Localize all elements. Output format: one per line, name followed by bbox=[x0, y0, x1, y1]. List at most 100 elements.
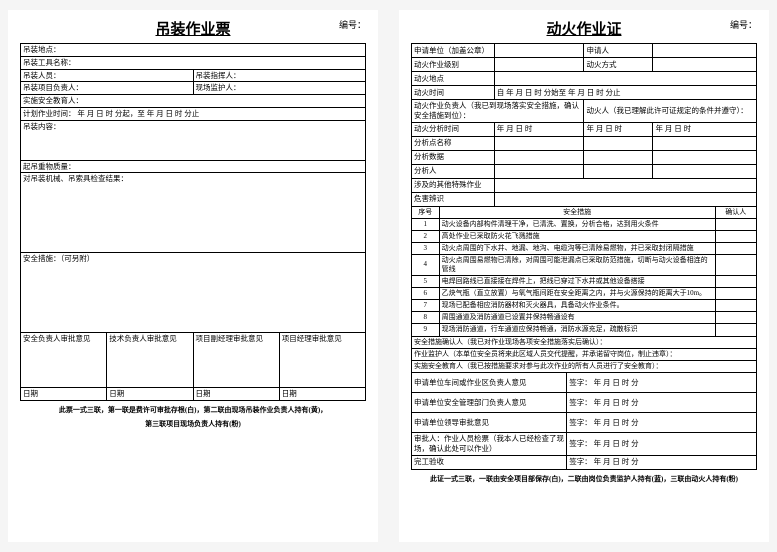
row-schedule: 计划作业时间： 年 月 日 时 分起，至 年 月 日 时 分止 bbox=[21, 107, 366, 120]
r-verifier: 审批人：作业人员检票（我本人已经检查了现场，确认此处可以作业） bbox=[412, 433, 567, 456]
r-educator: 实施安全教育人（我已按措施要求对参与此次作业的所有人员进行了安全教育）： bbox=[412, 360, 757, 372]
r-analyst: 分析人 bbox=[412, 164, 495, 178]
m8-n: 8 bbox=[412, 312, 440, 324]
r-at-1: 年 月 日 时 bbox=[494, 122, 584, 136]
m3-n: 3 bbox=[412, 242, 440, 254]
left-footer-1: 此票一式三联，第一联是费许可审批存根(白)，第二联由现场吊装作业负责人持有(黄)… bbox=[20, 405, 366, 415]
m2-n: 2 bbox=[412, 230, 440, 242]
row-personnel: 吊装人员： bbox=[21, 69, 194, 82]
row-location: 吊装地点： bbox=[21, 44, 366, 57]
r-at-2: 年 月 日 时 bbox=[584, 122, 653, 136]
r-applicant: 申请人 bbox=[584, 44, 653, 58]
approval-1: 安全负责人审批意见 bbox=[21, 333, 107, 388]
m4-n: 4 bbox=[412, 254, 440, 275]
approval-table: 申请单位车间或作业区负责人意见 签字： 年 月 日 时 分 申请单位安全管理部门… bbox=[411, 373, 757, 470]
m9-n: 9 bbox=[412, 324, 440, 336]
m4-c bbox=[715, 254, 756, 275]
right-title: 动火作业证 bbox=[546, 18, 621, 39]
r-other-work-v bbox=[494, 178, 756, 192]
r-risk-id: 危害辨识 bbox=[412, 192, 495, 206]
left-footer-2: 第三联项目现场负责人持有(粉) bbox=[20, 419, 366, 429]
r-leader-approve: 申请单位领导审批意见 bbox=[412, 413, 567, 433]
date-4: 日期 bbox=[279, 388, 365, 401]
h-measures: 安全措施 bbox=[439, 207, 715, 219]
m7-c bbox=[715, 300, 756, 312]
r-fire-leader: 动火作业负责人（我已到现场落实安全措施，确认安全措施到位）： bbox=[412, 100, 584, 123]
r-workshop: 申请单位车间或作业区负责人意见 bbox=[412, 373, 567, 393]
row-safety-educator: 实施安全教育人： bbox=[21, 95, 366, 108]
m3-c bbox=[715, 242, 756, 254]
r-fire-method-v bbox=[653, 58, 757, 72]
m7-n: 7 bbox=[412, 300, 440, 312]
right-serial: 编号： bbox=[730, 18, 757, 31]
r-analysis-time: 动火分析时间 bbox=[412, 122, 495, 136]
r-other-work: 涉及的其他特殊作业 bbox=[412, 178, 495, 192]
right-table: 申请单位（加盖公章） 申请人 动火作业级别 动火方式 动火地点 动火时间 自 年… bbox=[411, 43, 757, 207]
lifting-permit-form: 吊装作业票 编号： 吊装地点： 吊装工具名称： 吊装人员： 吊装指挥人： 吊装项… bbox=[8, 10, 378, 542]
r-fire-time: 动火时间 bbox=[412, 86, 495, 100]
r-at-3: 年 月 日 时 bbox=[653, 122, 757, 136]
m7: 现场已配备相应消防器材和灭火器具，具备动火作业条件。 bbox=[439, 300, 715, 312]
h-confirm: 确认人 bbox=[715, 207, 756, 219]
r-completion: 完工验收 bbox=[412, 455, 567, 469]
r-fire-time-v: 自 年 月 日 时 分始至 年 月 日 时 分止 bbox=[494, 86, 756, 100]
row-weight: 起吊重物质量： bbox=[21, 160, 366, 173]
m1: 动火设备内部构件清理干净，已清洗、置换，分析合格，达到用火条件 bbox=[439, 218, 715, 230]
m8: 周围通道及消防通道已设置并保持畅通设有 bbox=[439, 312, 715, 324]
r-fire-location: 动火地点 bbox=[412, 72, 495, 86]
left-title: 吊装作业票 bbox=[155, 18, 230, 39]
row-content: 吊装内容： bbox=[21, 120, 366, 160]
date-1: 日期 bbox=[21, 388, 107, 401]
left-table: 吊装地点： 吊装工具名称： 吊装人员： 吊装指挥人： 吊装项目负责人： 现场监护… bbox=[20, 43, 366, 401]
m3: 动火点周围的下水井、地漏、地沟、电缆沟等已清除易燃物，并已采取封闭隔措施 bbox=[439, 242, 715, 254]
approval-3: 项目副经理审批意见 bbox=[193, 333, 279, 388]
r-risk-id-v bbox=[494, 192, 756, 206]
r-ap-1 bbox=[494, 136, 584, 150]
date-3: 日期 bbox=[193, 388, 279, 401]
approval-4: 项目经理审批意见 bbox=[279, 333, 365, 388]
r-analysis-point: 分析点名称 bbox=[412, 136, 495, 150]
r-fire-method: 动火方式 bbox=[584, 58, 653, 72]
r-an-3 bbox=[653, 164, 757, 178]
r-fire-person: 动火人（我已理解此许可证规定的条件并遵守）： bbox=[584, 100, 757, 123]
r-safety-dept-s: 签字： 年 月 日 时 分 bbox=[567, 393, 757, 413]
h-seq: 序号 bbox=[412, 207, 440, 219]
m5-n: 5 bbox=[412, 276, 440, 288]
row-project-leader: 吊装项目负责人： bbox=[21, 82, 194, 95]
m6-n: 6 bbox=[412, 288, 440, 300]
r-analysis-data: 分析数据 bbox=[412, 150, 495, 164]
m4: 动火点周围易燃物已清除，对周围可能泄漏点已采取防范措施，切断与动火设备相连的管线 bbox=[439, 254, 715, 275]
m2: 高处作业已采取防火花飞溅措施 bbox=[439, 230, 715, 242]
r-fire-location-v bbox=[494, 72, 756, 86]
row-measures: 安全措施：（可另附） bbox=[21, 253, 366, 333]
m5-c bbox=[715, 276, 756, 288]
right-footer: 此证一式三联，一联由安全项目部保存(白)，二联由岗位负责监护人持有(蓝)，三联由… bbox=[411, 474, 757, 484]
m5: 电焊回路线已直接接在焊件上，把线已穿过下水井或其他设备搭接 bbox=[439, 276, 715, 288]
approval-2: 技术负责人审批意见 bbox=[107, 333, 193, 388]
r-workshop-s: 签字： 年 月 日 时 分 bbox=[567, 373, 757, 393]
r-an-1 bbox=[494, 164, 584, 178]
r-ap-3 bbox=[653, 136, 757, 150]
m6: 乙炔气瓶（直立放置）与氧气瓶间距在安全距离之内，并与火源保持的距离大于10m。 bbox=[439, 288, 715, 300]
m6-c bbox=[715, 288, 756, 300]
m8-c bbox=[715, 312, 756, 324]
r-leader-approve-s: 签字： 年 月 日 时 分 bbox=[567, 413, 757, 433]
r-apply-unit: 申请单位（加盖公章） bbox=[412, 44, 495, 58]
m1-c bbox=[715, 218, 756, 230]
left-serial: 编号： bbox=[339, 18, 366, 31]
date-2: 日期 bbox=[107, 388, 193, 401]
r-applicant-v bbox=[653, 44, 757, 58]
m9: 现场消防通道，行车通道应保持畅通，消防水源充足，疏散标识 bbox=[439, 324, 715, 336]
r-apply-unit-v bbox=[494, 44, 584, 58]
r-ad-1 bbox=[494, 150, 584, 164]
r-ap-2 bbox=[584, 136, 653, 150]
r-verifier-s: 签字： 年 月 日 时 分 bbox=[567, 433, 757, 456]
left-title-row: 吊装作业票 编号： bbox=[20, 18, 366, 39]
r-measures-leader: 安全措施确认人（我已对作业现场各项安全措施落实后确认）： bbox=[412, 336, 757, 348]
r-completion-s: 签字： 年 月 日 时 分 bbox=[567, 455, 757, 469]
r-ad-2 bbox=[584, 150, 653, 164]
r-safety-dept: 申请单位安全管理部门负责人意见 bbox=[412, 393, 567, 413]
r-fire-level: 动火作业级别 bbox=[412, 58, 495, 72]
r-an-2 bbox=[584, 164, 653, 178]
m2-c bbox=[715, 230, 756, 242]
